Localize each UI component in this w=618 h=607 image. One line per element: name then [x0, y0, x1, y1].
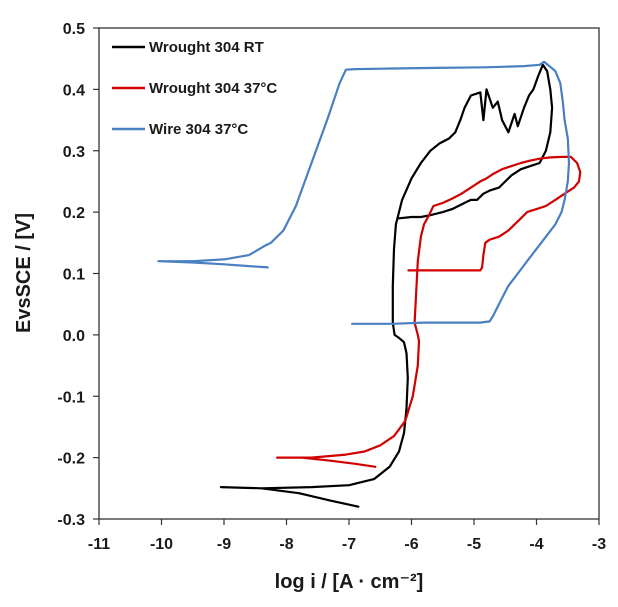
series-line-wire-304-37c — [157, 60, 571, 325]
legend: Wrought 304 RT Wrought 304 37°C Wire 304 3… — [112, 39, 277, 138]
x-tick-label: -8 — [279, 536, 293, 553]
x-tick-label: -9 — [217, 536, 231, 553]
x-tick-label: -5 — [467, 536, 481, 553]
y-tick-label: 0.5 — [63, 21, 85, 38]
x-tick-label: -7 — [342, 536, 356, 553]
y-tick-label: -0.2 — [57, 451, 85, 468]
y-tick-label: 0.2 — [63, 205, 85, 222]
x-axis-title: log i / [A · cm⁻²] — [275, 571, 424, 593]
legend-label-wrought-304-37c: Wrought 304 37°C — [149, 80, 277, 97]
x-tick-label: -10 — [150, 536, 173, 553]
x-tick-label: -11 — [88, 536, 110, 553]
y-tick-label: -0.3 — [57, 512, 85, 529]
x-tick-label: -3 — [592, 536, 606, 553]
legend-label-wrought-304-rt: Wrought 304 RT — [149, 39, 264, 56]
y-tick-label: 0.0 — [63, 328, 85, 345]
y-tick-label: 0.4 — [63, 82, 85, 99]
y-axis-title: EvsSCE / [V] — [13, 213, 35, 333]
legend-label-wire-304-37c: Wire 304 37°C — [149, 121, 248, 138]
series-layer — [157, 60, 582, 508]
x-tick-label: -6 — [404, 536, 418, 553]
y-tick-label: -0.1 — [57, 389, 85, 406]
series-line-wrought-304-rt — [219, 63, 554, 508]
x-axis-ticks: -11 -10 -9 -8 -7 -6 -5 -4 -3 — [88, 519, 606, 553]
y-axis-ticks: -0.3 -0.2 -0.1 0.0 0.1 0.2 0.3 0.4 0.5 — [57, 21, 99, 529]
y-tick-label: 0.1 — [63, 267, 85, 284]
series-line-wrought-304-37c — [276, 155, 582, 468]
y-tick-label: 0.3 — [63, 144, 85, 161]
x-tick-label: -4 — [529, 536, 543, 553]
